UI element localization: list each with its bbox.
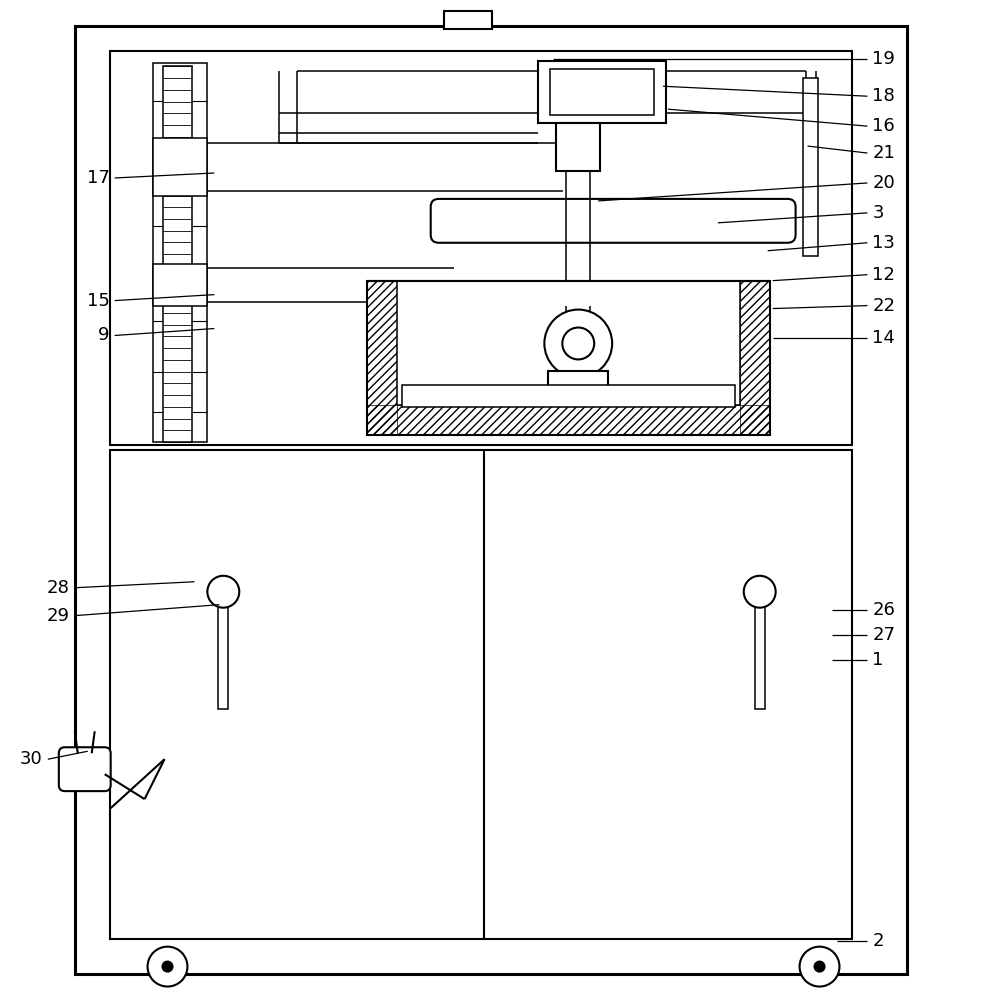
Text: 28: 28 [47,579,70,597]
Bar [218,600,228,709]
Bar [740,281,770,435]
Text: 27: 27 [872,626,895,644]
Circle shape [744,576,776,608]
Circle shape [207,576,239,608]
FancyBboxPatch shape [59,747,111,791]
Circle shape [148,947,187,987]
Bar [153,63,207,442]
Bar [803,78,818,256]
Bar [402,385,735,407]
Circle shape [562,328,594,359]
Bar [444,11,492,29]
Text: 2: 2 [872,932,884,950]
Bar [110,450,852,939]
Bar [755,600,765,709]
Text: 30: 30 [20,750,43,768]
Text: 20: 20 [872,174,895,192]
Text: 16: 16 [872,117,895,135]
Bar [367,405,770,435]
Text: 17: 17 [87,169,110,187]
Circle shape [815,962,825,972]
Text: 12: 12 [872,266,895,284]
Bar [556,123,600,171]
Text: 29: 29 [47,607,70,625]
Bar [367,281,770,435]
Bar [367,281,397,435]
Bar [153,264,207,306]
Text: 18: 18 [872,87,895,105]
Bar [548,371,608,389]
Circle shape [163,962,172,972]
Bar [538,61,666,123]
Text: 15: 15 [87,292,110,310]
Bar [153,138,207,196]
Circle shape [544,310,612,377]
Bar [163,66,192,442]
Text: 26: 26 [872,601,895,619]
Bar [550,69,654,115]
Text: 1: 1 [872,651,883,669]
Text: 3: 3 [872,204,884,222]
Bar [397,281,740,405]
Text: 13: 13 [872,234,895,252]
Text: 22: 22 [872,297,895,315]
Text: 9: 9 [98,326,110,344]
Text: 14: 14 [872,329,895,347]
Text: 21: 21 [872,144,895,162]
FancyBboxPatch shape [431,199,796,243]
Bar [75,26,907,974]
Circle shape [800,947,839,987]
Bar [110,51,852,445]
Text: 19: 19 [872,50,895,68]
